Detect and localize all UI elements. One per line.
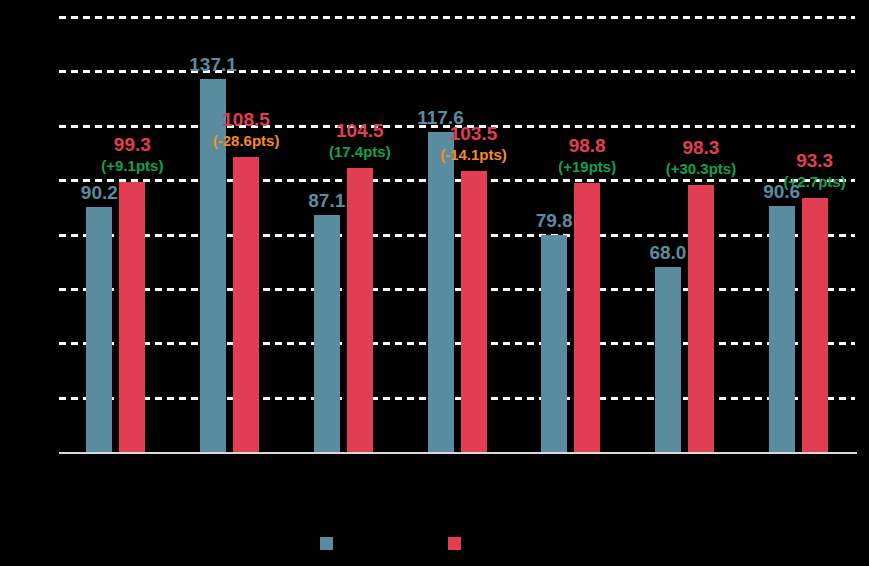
- gridline-60: [59, 288, 855, 291]
- value-label-series2-group1: 99.3: [114, 134, 151, 156]
- bar-series1-group7: [769, 206, 795, 452]
- value-label-series1-group3: 87.1: [308, 190, 345, 212]
- bar-series2-group4: [461, 171, 487, 452]
- delta-label-group4: (-14.1pts): [440, 145, 507, 165]
- value-label-series2-group5: 98.8: [569, 135, 606, 157]
- gridline-100: [59, 179, 855, 182]
- delta-label-group6: (+30.3pts): [666, 159, 736, 179]
- bar-series1-group6: [655, 267, 681, 452]
- bar-series1-group1: [86, 207, 112, 452]
- value-label-series1-group1: 90.2: [81, 182, 118, 204]
- bar-series2-group1: [119, 182, 145, 452]
- gridline-80: [59, 234, 855, 237]
- value-label-series2-group3: 104.5: [336, 120, 384, 142]
- gridline-160: [59, 16, 855, 19]
- bar-series1-group4: [428, 132, 454, 452]
- bar-series1-group3: [314, 215, 340, 452]
- delta-label-group3: (17.4pts): [329, 142, 391, 162]
- x-axis-line: [59, 452, 857, 454]
- chart-canvas: 90.2 99.3(+9.1pts) 137.1 108.5(-28.6pts) 87.…: [0, 0, 869, 566]
- delta-label-group1: (+9.1pts): [101, 156, 163, 176]
- value-label-series2-group6: 98.3: [682, 137, 719, 159]
- plot-area: 90.2 99.3(+9.1pts) 137.1 108.5(-28.6pts) 87.…: [0, 0, 869, 566]
- value-label-series2-group2: 108.5: [222, 109, 270, 131]
- value-label-series2-group7: 93.3: [796, 150, 833, 172]
- gridline-40: [59, 342, 855, 345]
- value-label-series1-group5: 79.8: [536, 210, 573, 232]
- bar-series2-group2: [233, 157, 259, 452]
- bar-series2-group6: [688, 185, 714, 452]
- value-label-series2-group4: 103.5: [450, 123, 498, 145]
- value-label-series1-group6: 68.0: [649, 242, 686, 264]
- delta-label-group2: (-28.6pts): [213, 131, 280, 151]
- gridline-20: [59, 397, 855, 400]
- gridline-140: [59, 70, 855, 73]
- bar-series2-group5: [574, 183, 600, 452]
- value-label-series1-group2: 137.1: [189, 54, 237, 76]
- bar-series1-group5: [541, 235, 567, 452]
- bar-series2-group7: [802, 198, 828, 452]
- delta-label-group7: (+2.7pts): [784, 172, 846, 192]
- delta-label-group5: (+19pts): [558, 157, 616, 177]
- bar-series2-group3: [347, 168, 373, 452]
